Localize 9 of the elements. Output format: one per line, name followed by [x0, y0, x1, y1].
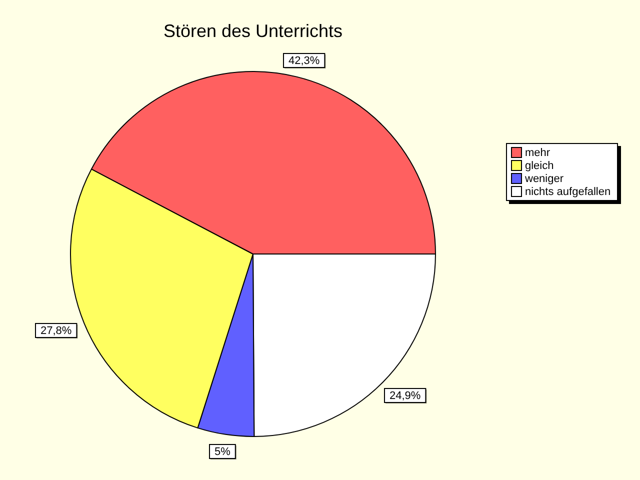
legend-label: weniger — [525, 172, 564, 184]
legend-label: nichts aufgefallen — [525, 186, 611, 198]
data-label: 27,8% — [40, 325, 72, 338]
data-label: 5% — [214, 446, 231, 458]
data-label: 24,9% — [389, 390, 421, 402]
legend-label: mehr — [525, 146, 550, 158]
chart-title: Stören des Unterrichts — [163, 20, 343, 41]
legend-label: gleich — [525, 160, 554, 172]
data-label: 42,3% — [288, 55, 320, 68]
